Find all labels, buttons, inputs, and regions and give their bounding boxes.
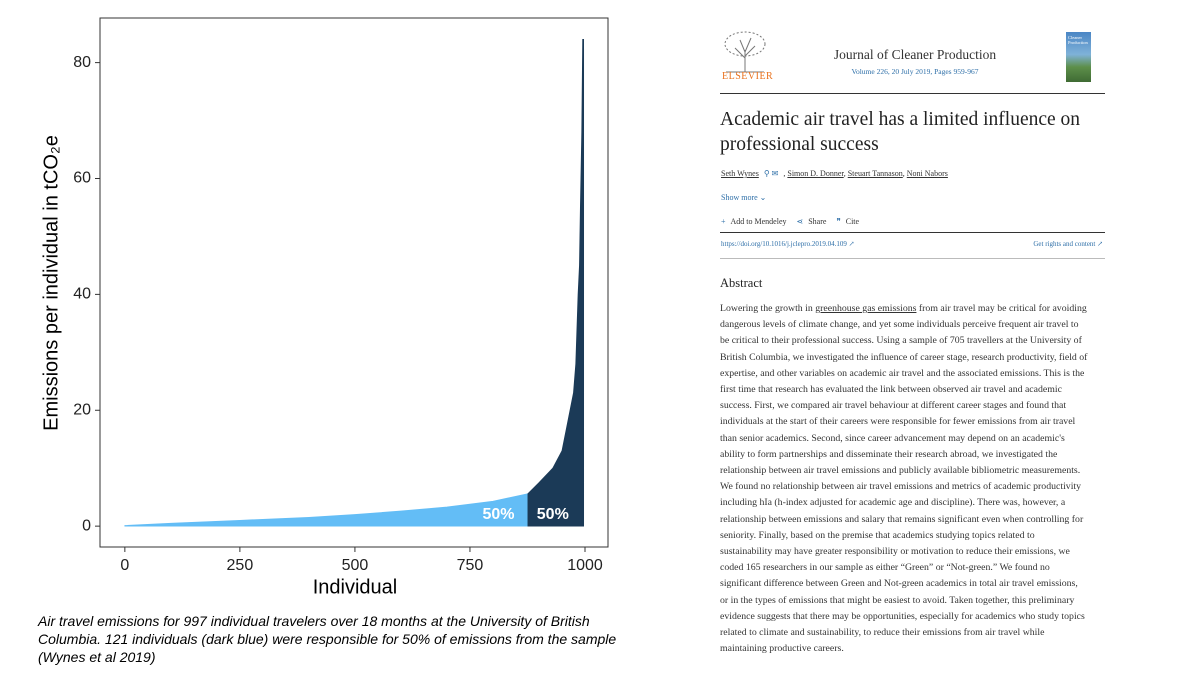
actions: + Add to Mendeley ⋖ Share ❞ Cite [721,217,859,226]
rights-link[interactable]: Get rights and content [1033,240,1096,248]
issue: Volume 226, 20 July 2019, Pages 959-967 [851,67,979,76]
author[interactable]: Steuart Tannason [847,169,903,178]
show-more-text[interactable]: Show more [721,193,758,202]
plot-border [99,17,609,548]
divider [720,93,1105,94]
annotation: 50% [537,506,569,523]
x-tick-label: 250 [227,557,254,574]
action-icon: ⋖ [796,217,804,226]
annotation: 50% [482,506,514,523]
separator: , [783,169,788,178]
y-tick-label: 20 [73,401,91,418]
x-tick-label: 0 [120,557,129,574]
chart: Individual Emissions per individual in t… [40,17,609,598]
cover-text: Cleaner Production [1068,35,1088,45]
abstract-link[interactable]: greenhouse gas emissions [815,303,917,314]
abstract-text: Lowering the growth in [720,303,816,314]
rights[interactable]: Get rights and content ↗ [1033,240,1103,248]
y-tick-label: 40 [73,286,91,303]
x-axis-title: Individual [313,576,398,598]
show-more[interactable]: Show more ⌄ [721,193,767,202]
publisher-name: ELSEVIER [722,71,774,82]
abstract: Lowering the growth in greenhouse gas em… [720,301,1088,657]
action[interactable]: Share [808,217,827,226]
y-tick-label: 80 [73,54,91,71]
y-axis-title: Emissions per individual in tCO₂e [40,135,62,431]
caption: Air travel emissions for 997 individual … [38,613,617,665]
author[interactable]: Simon D. Donner [787,169,844,178]
action-icon: ❞ [836,217,841,226]
area [124,493,529,527]
separator: , [902,169,907,178]
abstract-text: from air travel may be critical for avoi… [720,303,1088,655]
divider [720,258,1105,259]
author-icons: ⚲ ✉ [761,169,781,178]
x-tick-label: 750 [457,557,484,574]
y-tick-label: 60 [73,170,91,187]
x-tick-label: 500 [342,557,369,574]
action-icon: + [721,217,726,226]
author[interactable]: Noni Nabors [906,169,948,178]
journal-name: Journal of Cleaner Production [833,47,997,62]
divider [720,232,1105,233]
action[interactable]: Cite [845,217,860,226]
authors: Seth Wynes ⚲ ✉ , Simon D. Donner, Steuar… [721,169,948,178]
x-tick-label: 1000 [567,557,603,574]
journal-cover: Cleaner Production [1066,32,1091,82]
abstract-heading: Abstract [720,276,763,290]
y-tick-label: 0 [82,517,91,534]
doi[interactable]: https://doi.org/10.1016/j.jclepro.2019.0… [721,240,855,248]
author[interactable]: Seth Wynes [721,169,759,178]
action[interactable]: Add to Mendeley [730,217,787,226]
separator: , [843,169,848,178]
article-title: Academic air travel has a limited influe… [720,109,1081,155]
publisher-logo [724,31,766,73]
area [527,39,585,527]
doi-link[interactable]: https://doi.org/10.1016/j.jclepro.2019.0… [721,240,847,248]
